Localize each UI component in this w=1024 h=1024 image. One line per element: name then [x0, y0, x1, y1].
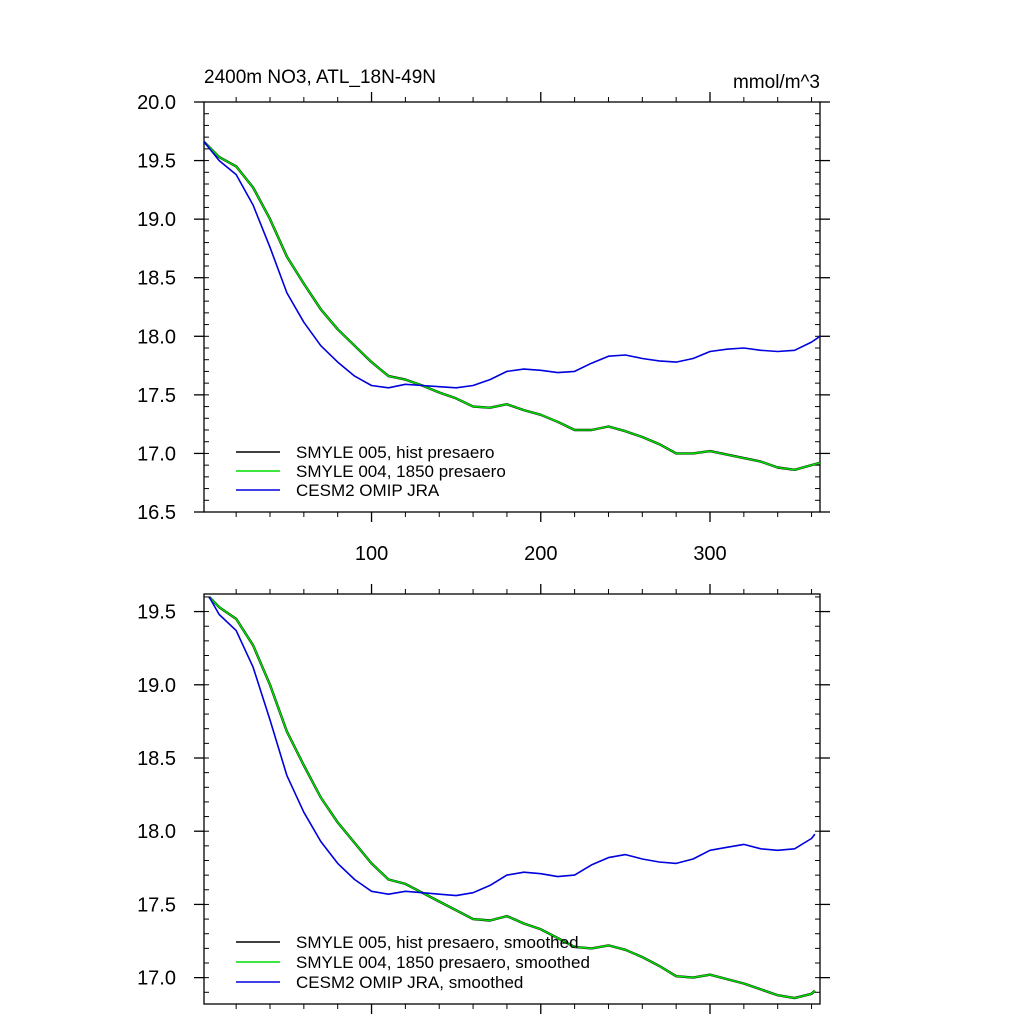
y-tick-label: 17.5 [137, 894, 176, 916]
bottom-minor-ticks [204, 589, 820, 1009]
y-tick-label: 17.5 [137, 385, 176, 407]
bottom-plot-frame [203, 593, 821, 1005]
top-x-tick-labels: 100 200 300 [355, 543, 727, 565]
legend-label: SMYLE 005, hist presaero, smoothed [296, 933, 579, 952]
series-line-2 [203, 141, 821, 471]
top-y-tick-labels: 16.5 17.0 17.5 18.0 18.5 19.0 19.5 20.0 [137, 92, 176, 524]
series-line-1 [203, 140, 821, 471]
y-tick-label: 18.5 [137, 748, 176, 770]
legend-label: SMYLE 004, 1850 presaero [296, 462, 506, 481]
y-tick-label: 18.5 [137, 268, 176, 290]
bottom-series-lines [208, 596, 816, 1000]
legend-label: CESM2 OMIP JRA, smoothed [296, 973, 523, 992]
bottom-panel: 17.0 17.5 18.0 18.5 19.0 19.5 SMYLE 005, hist… [137, 584, 830, 1014]
y-tick-label: 16.5 [137, 502, 176, 524]
y-tick-label: 19.5 [137, 602, 176, 624]
legend-label: SMYLE 005, hist presaero [296, 443, 494, 462]
units-label: mmol/m^3 [733, 72, 820, 93]
top-plot-frame [203, 101, 821, 513]
y-tick-label: 17.0 [137, 443, 176, 465]
bottom-y-tick-labels: 17.0 17.5 18.0 18.5 19.0 19.5 [137, 602, 176, 990]
x-tick-label: 100 [355, 543, 388, 565]
plot-title: 2400m NO3, ATL_18N-49N [204, 67, 436, 88]
y-tick-label: 18.0 [137, 326, 176, 348]
top-major-ticks [194, 92, 830, 522]
x-tick-label: 300 [693, 543, 726, 565]
y-tick-label: 17.0 [137, 968, 176, 990]
legend-label: CESM2 OMIP JRA [296, 481, 440, 500]
y-tick-label: 19.0 [137, 209, 176, 231]
x-tick-label: 200 [524, 543, 557, 565]
y-tick-label: 19.0 [137, 675, 176, 697]
y-tick-label: 19.5 [137, 151, 176, 173]
series-line-3 [208, 596, 816, 897]
legend-label: SMYLE 004, 1850 presaero, smoothed [296, 953, 590, 972]
series-line-3 [203, 141, 821, 389]
bottom-legend: SMYLE 005, hist presaero, smoothedSMYLE … [236, 933, 590, 992]
y-tick-label: 18.0 [137, 821, 176, 843]
series-line-2 [208, 596, 816, 999]
top-series-lines [203, 140, 821, 471]
bottom-major-ticks [194, 584, 830, 1014]
y-tick-label: 20.0 [137, 92, 176, 114]
top-panel: 16.5 17.0 17.5 18.0 18.5 19.0 19.5 20.0 100 200 3… [137, 92, 830, 565]
